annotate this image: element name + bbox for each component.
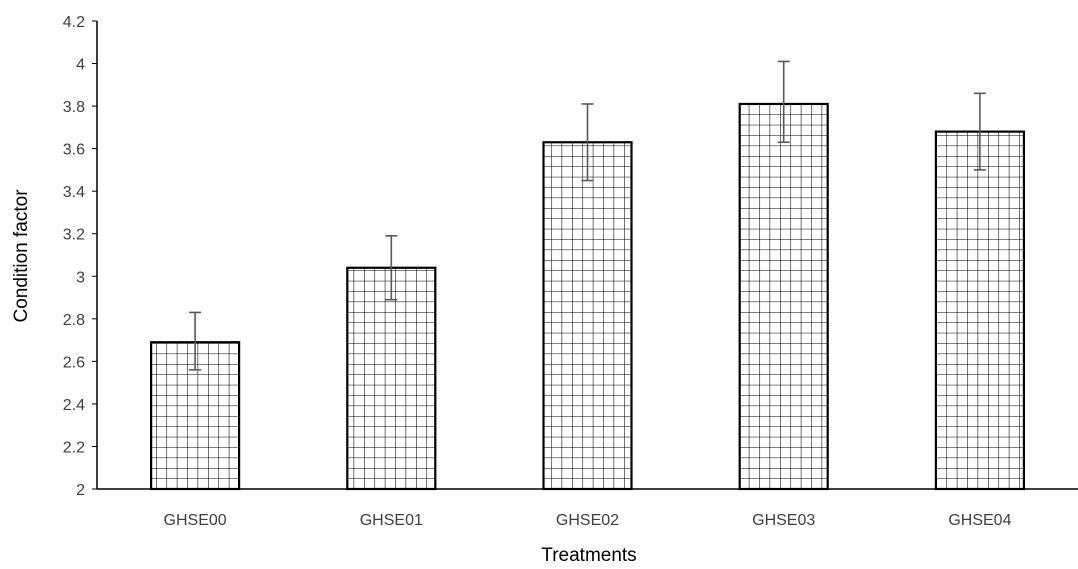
x-axis-ticks: GHSE00 GHSE01 GHSE02 GHSE03 GHSE04 (164, 512, 1012, 529)
y-tick-label: 3.6 (63, 142, 85, 159)
error-bars (189, 60, 986, 371)
y-tick-label: 2.2 (63, 439, 85, 456)
bar-ghse03 (738, 102, 829, 491)
x-tick-label: GHSE04 (948, 512, 1011, 529)
x-axis-title: Treatments (541, 545, 636, 566)
bar-ghse04 (934, 130, 1026, 491)
y-tick-label: 4 (76, 57, 85, 74)
y-tick-label: 3 (76, 269, 85, 286)
bar-ghse02 (542, 141, 633, 491)
x-tick-label: GHSE03 (752, 512, 815, 529)
error-bar-ghse03 (777, 60, 790, 144)
error-bar-ghse00 (189, 311, 202, 371)
y-axis-ticks: 2 2.2 2.4 2.6 2.8 3 3.2 3.4 3.6 3.8 4 4.2 (63, 14, 97, 499)
y-tick-label: 2 (76, 482, 85, 499)
x-tick-label: GHSE00 (164, 512, 227, 529)
y-tick-label: 2.6 (63, 354, 85, 371)
y-tick-label: 2.4 (63, 397, 85, 414)
y-axis-title: Condition factor (11, 189, 32, 323)
error-bar-ghse04 (973, 92, 986, 171)
bars (150, 102, 1026, 491)
bar-ghse01 (346, 266, 437, 491)
y-tick-label: 4.2 (63, 14, 85, 31)
y-tick-label: 2.8 (63, 312, 85, 329)
x-tick-label: GHSE01 (360, 512, 423, 529)
y-tick-label: 3.2 (63, 227, 85, 244)
y-tick-label: 3.4 (63, 184, 85, 201)
x-tick-label: GHSE02 (556, 512, 619, 529)
error-bar-ghse01 (385, 235, 398, 301)
error-bar-ghse02 (581, 103, 594, 182)
y-tick-label: 3.8 (63, 99, 85, 116)
